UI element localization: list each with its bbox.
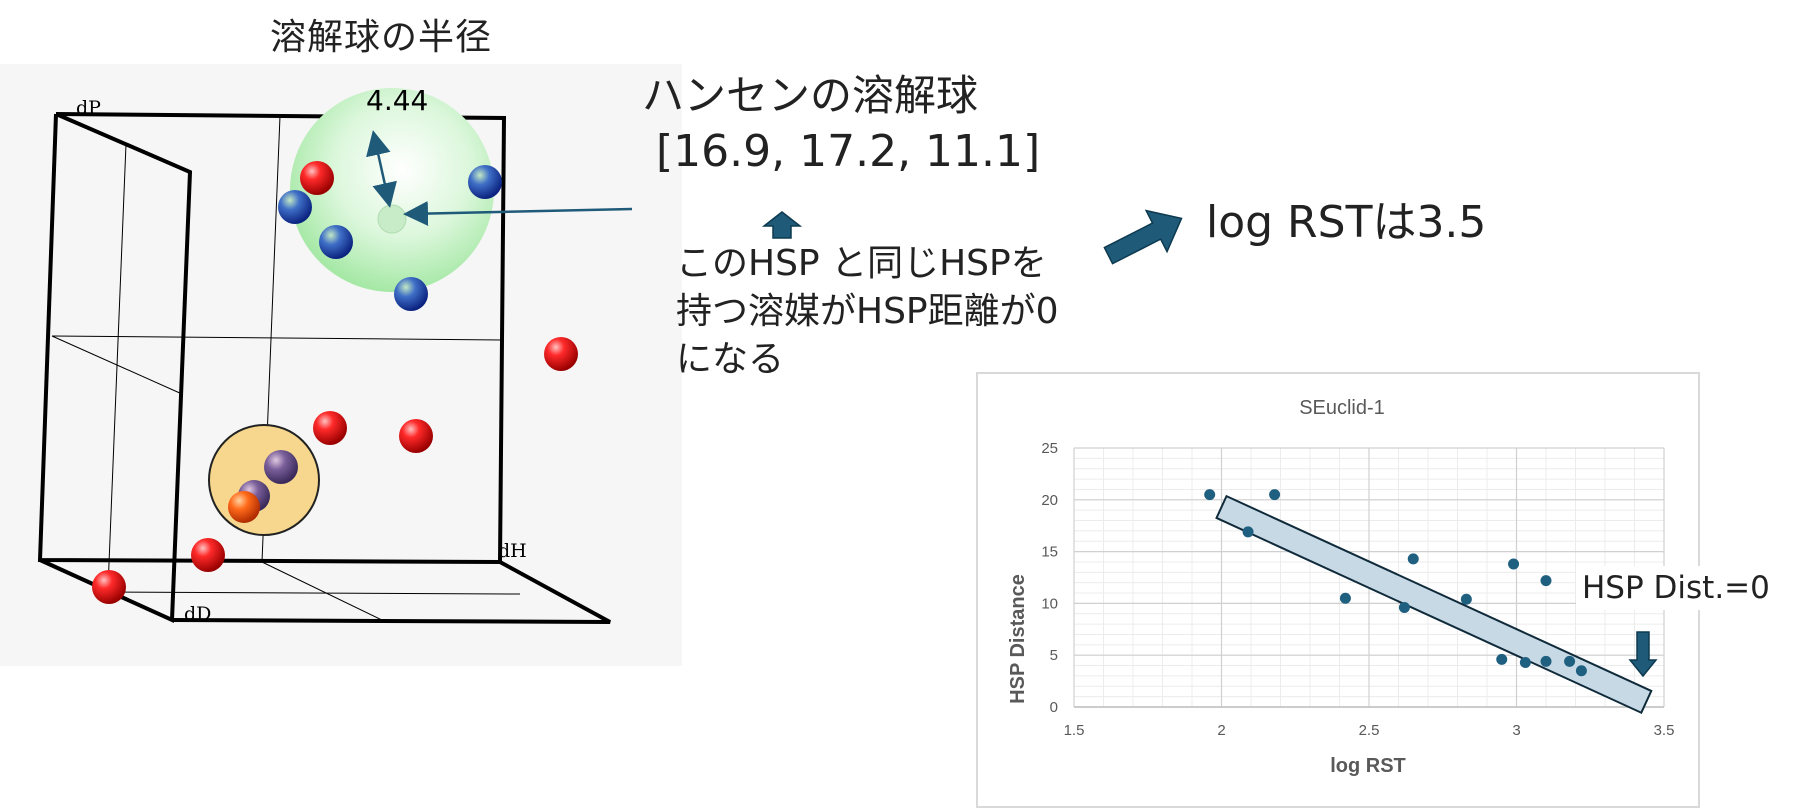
- down-arrow-icon: [1628, 631, 1658, 678]
- note-line: になる: [676, 339, 785, 380]
- left-caption: 溶解球の半径: [270, 17, 493, 58]
- y-axis-label: HSP Distance: [1007, 574, 1029, 704]
- hsp-note: このHSP と同じHSPを 持つ溶媒がHSP距離が0 になる: [676, 240, 1059, 384]
- data-point: [1242, 526, 1254, 538]
- y-tick-label: 20: [1041, 492, 1058, 509]
- data-point: [1519, 656, 1531, 668]
- data-point: [1269, 489, 1281, 501]
- data-point: [1460, 593, 1472, 605]
- y-tick-label: 25: [1041, 440, 1058, 457]
- x-tick-label: 2.5: [1359, 722, 1380, 739]
- data-point: [1508, 558, 1520, 570]
- log-rst-note: log RSTは3.5: [1206, 197, 1487, 248]
- y-tick-label: 15: [1041, 544, 1058, 561]
- radius-arrow: [366, 130, 397, 208]
- hansen-sphere-diagram: dP dH dD 4.44: [0, 64, 682, 666]
- data-point: [1204, 489, 1216, 501]
- sphere-center-point: [377, 204, 407, 234]
- sphere-title: ハンセンの溶解球: [642, 71, 979, 120]
- y-tick-label: 10: [1041, 595, 1058, 612]
- x-tick-label: 2: [1217, 722, 1225, 739]
- radius-value: 4.44: [366, 84, 428, 117]
- big-arrow-icon: [1103, 209, 1183, 265]
- sphere-center-coords: [16.9, 17.2, 11.1]: [656, 126, 1041, 177]
- data-point: [1564, 655, 1576, 667]
- data-point: [1540, 655, 1552, 667]
- scatter-chart: 0 5 10 15 20 25 1.5 2 2.5 3 3.5 SEuclid-1 log RST …: [976, 372, 1700, 808]
- y-tick-label: 0: [1050, 699, 1058, 716]
- axis-label-dd: dD: [184, 603, 211, 625]
- x-tick-label: 1.5: [1064, 722, 1085, 739]
- data-point: [1540, 575, 1552, 587]
- axis-label-dh: dH: [498, 540, 527, 562]
- x-tick-label: 3: [1512, 722, 1520, 739]
- y-tick-label: 5: [1050, 647, 1058, 664]
- solvent-points: [92, 161, 578, 604]
- data-point: [1398, 602, 1410, 614]
- up-arrow-icon: [761, 211, 803, 239]
- x-axis-label: log RST: [1330, 755, 1406, 777]
- data-point: [1407, 553, 1419, 565]
- axis-label-dp: dP: [76, 97, 101, 119]
- data-point: [1575, 665, 1587, 677]
- poor-solubility-sphere: [208, 424, 320, 536]
- hsp-dist-callout: HSP Dist.=0: [1576, 566, 1776, 610]
- data-point: [1339, 592, 1351, 604]
- note-line: このHSP と同じHSPを: [676, 243, 1047, 284]
- note-line: 持つ溶媒がHSP距離が0: [676, 291, 1059, 332]
- data-point: [1496, 653, 1508, 665]
- chart-title: SEuclid-1: [1299, 397, 1385, 419]
- center-pointer-arrow: [403, 201, 633, 227]
- x-tick-label: 3.5: [1654, 722, 1675, 739]
- cube-plot: dP dH dD 4.44: [37, 84, 633, 625]
